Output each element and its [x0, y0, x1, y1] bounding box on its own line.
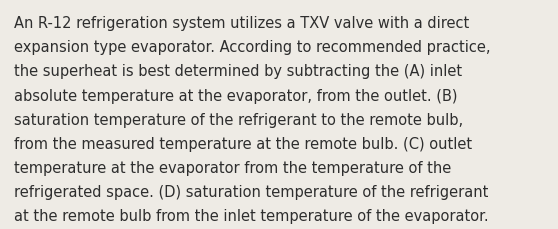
Text: saturation temperature of the refrigerant to the remote bulb,: saturation temperature of the refrigeran… — [14, 112, 463, 127]
Text: An R-12 refrigeration system utilizes a TXV valve with a direct: An R-12 refrigeration system utilizes a … — [14, 16, 469, 31]
Text: from the measured temperature at the remote bulb. (C) outlet: from the measured temperature at the rem… — [14, 136, 472, 151]
Text: absolute temperature at the evaporator, from the outlet. (B): absolute temperature at the evaporator, … — [14, 88, 458, 103]
Text: temperature at the evaporator from the temperature of the: temperature at the evaporator from the t… — [14, 160, 451, 175]
Text: at the remote bulb from the inlet temperature of the evaporator.: at the remote bulb from the inlet temper… — [14, 208, 489, 223]
Text: expansion type evaporator. According to recommended practice,: expansion type evaporator. According to … — [14, 40, 490, 55]
Text: refrigerated space. (D) saturation temperature of the refrigerant: refrigerated space. (D) saturation tempe… — [14, 184, 488, 199]
Text: the superheat is best determined by subtracting the (A) inlet: the superheat is best determined by subt… — [14, 64, 462, 79]
